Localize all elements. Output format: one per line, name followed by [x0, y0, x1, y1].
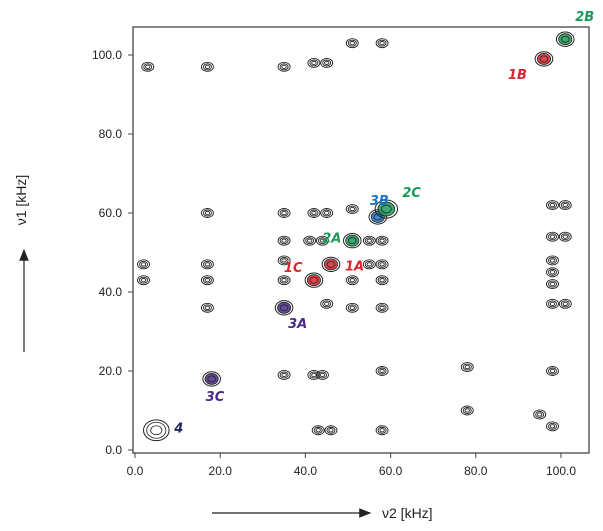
cross-peak [307, 57, 321, 68]
peak-label: 2C [402, 186, 421, 201]
cross-peak [460, 405, 474, 416]
diagonal-peak [534, 51, 554, 67]
cross-peak [375, 259, 389, 270]
cross-peak [200, 275, 214, 286]
tick-layer: 0.0 20.0 40.0 60.0 80.0 100.0 0.0 20.0 40.0 60.0 8… [92, 48, 576, 478]
cross-peak [375, 425, 389, 436]
y-tick-label: 100.0 [92, 48, 122, 62]
cross-peak [307, 208, 321, 218]
cross-peak [200, 302, 214, 313]
cross-peak [558, 298, 572, 309]
cross-peak [558, 231, 572, 242]
peak-label: 1C [284, 261, 303, 276]
contour-layer [137, 31, 575, 442]
cross-peak [375, 275, 389, 286]
peak-label: 1A [345, 259, 364, 274]
peak-label: 2B [575, 10, 594, 25]
cross-peak [320, 208, 334, 218]
cross-peak [546, 231, 559, 242]
cross-peak [362, 259, 376, 270]
cross-peak [137, 259, 150, 270]
cross-peak [375, 302, 389, 313]
cross-peak [345, 38, 359, 49]
cross-peak [320, 57, 334, 68]
cross-peak [277, 370, 291, 380]
peak-label: 4 [173, 421, 183, 436]
diagonal-peak [374, 199, 399, 219]
cross-peak [533, 409, 547, 420]
diagonal-peak [321, 256, 341, 273]
cross-peak [546, 255, 559, 266]
cross-peak [141, 61, 155, 72]
y-tick-label: 60.0 [99, 206, 123, 220]
cross-peak [362, 235, 376, 246]
cross-peak [200, 259, 214, 270]
cross-peak [277, 61, 291, 72]
diagonal-peak [304, 272, 324, 288]
cross-peak [375, 38, 389, 49]
cross-peak [315, 235, 329, 246]
peak-label: 1B [508, 68, 527, 83]
cross-peak [546, 267, 559, 278]
cross-peak [546, 421, 559, 432]
y-tick-label: 20.0 [99, 364, 123, 378]
cross-peak [345, 275, 359, 286]
cross-peak [546, 366, 559, 376]
peak-label: 2A [322, 232, 341, 247]
diagonal-peak [555, 31, 575, 47]
cross-peak [546, 200, 559, 211]
cross-peak [277, 235, 291, 246]
diagonal-peak [274, 300, 294, 316]
cross-peak [546, 279, 559, 290]
y-axis-label: ν1 [kHz] [13, 175, 29, 226]
cross-peak [375, 366, 389, 376]
y-tick-label: 40.0 [99, 285, 123, 299]
peak-label: 3C [206, 390, 225, 405]
x-tick-label: 40.0 [294, 464, 318, 478]
plot-frame [132, 26, 590, 454]
x-tick-label: 80.0 [464, 464, 488, 478]
cross-peak [320, 298, 334, 309]
cross-peak [137, 275, 150, 286]
cross-peak [277, 255, 291, 266]
x-axis-label: ν2 [kHz] [382, 505, 433, 521]
x-tick-label: 20.0 [209, 464, 233, 478]
cross-peak [460, 362, 474, 372]
y-tick-label: 0.0 [105, 443, 122, 457]
peak-label: 3B [370, 194, 389, 209]
x-tick-label: 100.0 [546, 464, 576, 478]
y-tick-label: 80.0 [99, 127, 123, 141]
cross-peak [546, 298, 559, 309]
x-tick-label: 60.0 [379, 464, 403, 478]
cross-peak [558, 200, 572, 211]
diagonal-peak [342, 233, 362, 249]
peak-label: 3A [288, 317, 307, 332]
cross-peak [303, 235, 317, 246]
cross-peak [311, 425, 325, 436]
x-tick-label: 0.0 [127, 464, 144, 478]
annotation-layer: 4 3C 3A 1C 1A 2A 3B 2C 1B 2B [173, 10, 594, 436]
cross-peak [200, 208, 214, 218]
cross-peak [345, 204, 359, 215]
cross-peak [277, 275, 291, 286]
diagonal-peak [143, 419, 170, 442]
cross-peak [345, 302, 359, 313]
cross-peak [324, 425, 338, 436]
cross-peak [315, 370, 329, 380]
cross-peak [277, 208, 291, 218]
diagonal-peak [202, 371, 221, 387]
cross-peak [375, 235, 389, 246]
cross-peak [200, 61, 214, 72]
